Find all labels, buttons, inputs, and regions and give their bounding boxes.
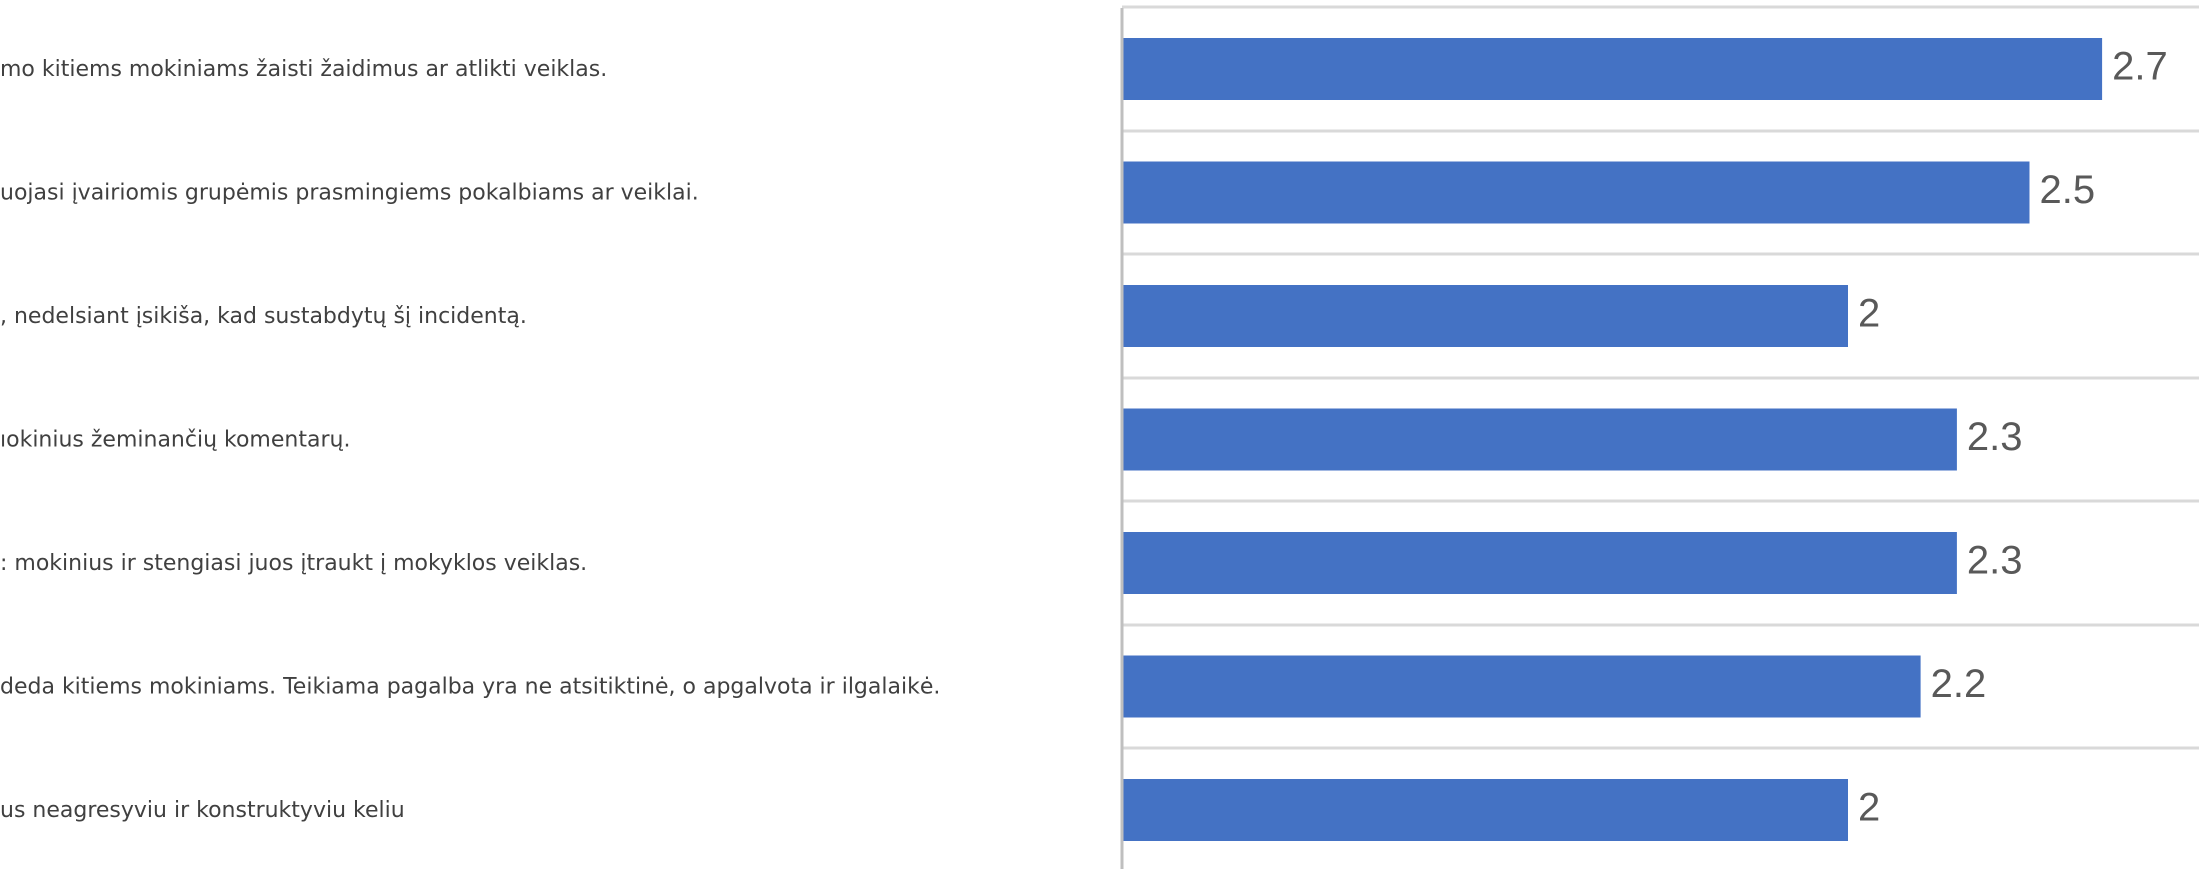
bar (1122, 408, 1957, 471)
data-label: 2 (1858, 292, 1880, 336)
bar (1122, 532, 1957, 594)
bar (1122, 38, 2103, 100)
data-label: 2.3 (1967, 415, 2023, 459)
data-labels: 2.7 2.5 2 2.3 2.3 2.2 2 (1858, 45, 2168, 830)
category-label: , nedelsiant įsikiša, kad sustabdytų šį … (0, 304, 527, 329)
data-label: 2.3 (1967, 539, 2023, 583)
category-label: uojasi įvairiomis grupėmis prasmingiems … (0, 181, 699, 206)
bar (1122, 779, 1848, 841)
data-label: 2.5 (2040, 168, 2096, 212)
category-label: ıokinius žeminančių komentarų. (0, 428, 350, 453)
category-labels: mo kitiems mokiniams žaisti žaidimus ar … (0, 57, 940, 823)
category-label: us neagresyviu ir konstruktyviu keliu (0, 798, 405, 823)
category-label: deda kitiems mokiniams. Teikiama pagalba… (0, 675, 940, 700)
bar (1122, 161, 2030, 224)
bar (1122, 285, 1848, 347)
data-label: 2.7 (2112, 45, 2168, 89)
data-label: 2.2 (1931, 662, 1987, 706)
data-label: 2 (1858, 786, 1880, 830)
bars (1122, 38, 2103, 841)
gridlines (1122, 5, 2199, 750)
bar (1122, 655, 1921, 718)
category-label: mo kitiems mokiniams žaisti žaidimus ar … (0, 57, 607, 82)
category-label: : mokinius ir stengiasi juos įtraukt į m… (0, 551, 587, 576)
